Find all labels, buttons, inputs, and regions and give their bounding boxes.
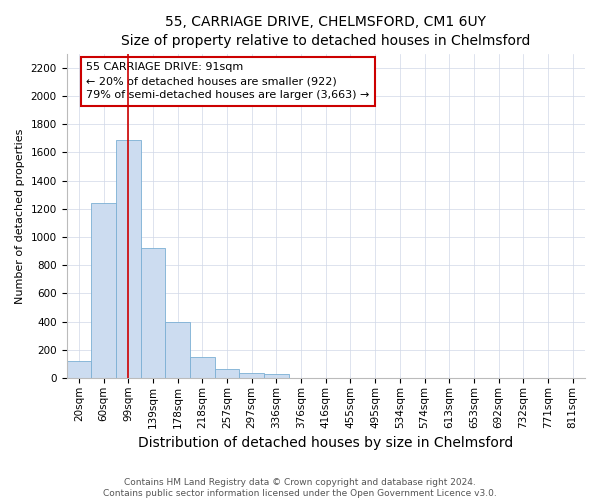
Bar bbox=[264, 374, 289, 378]
Text: Contains HM Land Registry data © Crown copyright and database right 2024.
Contai: Contains HM Land Registry data © Crown c… bbox=[103, 478, 497, 498]
Bar bbox=[116, 140, 140, 378]
Text: 55 CARRIAGE DRIVE: 91sqm
← 20% of detached houses are smaller (922)
79% of semi-: 55 CARRIAGE DRIVE: 91sqm ← 20% of detach… bbox=[86, 62, 370, 100]
Title: 55, CARRIAGE DRIVE, CHELMSFORD, CM1 6UY
Size of property relative to detached ho: 55, CARRIAGE DRIVE, CHELMSFORD, CM1 6UY … bbox=[121, 15, 530, 48]
Bar bbox=[190, 357, 215, 378]
Bar bbox=[165, 322, 190, 378]
Bar bbox=[239, 373, 264, 378]
Y-axis label: Number of detached properties: Number of detached properties bbox=[15, 128, 25, 304]
Bar bbox=[215, 368, 239, 378]
Bar bbox=[140, 248, 165, 378]
X-axis label: Distribution of detached houses by size in Chelmsford: Distribution of detached houses by size … bbox=[138, 436, 514, 450]
Bar bbox=[91, 203, 116, 378]
Bar bbox=[67, 361, 91, 378]
